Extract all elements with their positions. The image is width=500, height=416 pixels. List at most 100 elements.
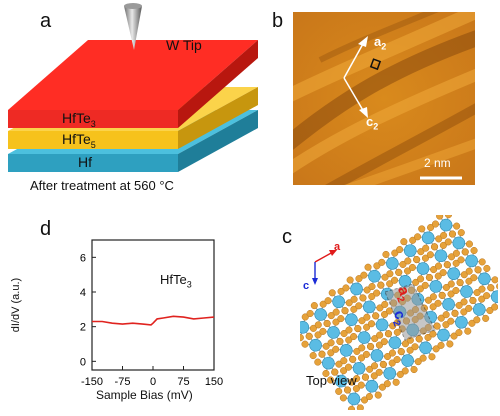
te-atom: [478, 258, 486, 266]
hf-atom: [357, 331, 371, 344]
te-atom: [465, 267, 473, 275]
te-atom: [344, 386, 352, 394]
te-atom: [450, 332, 458, 340]
hf-atom: [465, 254, 478, 268]
te-atom: [344, 363, 353, 371]
label-hfte3: HfTe3: [62, 110, 96, 129]
hf-atom: [345, 313, 358, 326]
hf-atom: [309, 338, 322, 352]
hf-atom: [403, 244, 417, 257]
te-atom: [345, 299, 353, 307]
te-atom: [412, 278, 420, 286]
te-atom: [464, 327, 472, 335]
hf-atom: [332, 295, 345, 309]
te-atom: [373, 289, 381, 297]
te-atom: [354, 325, 362, 333]
te-atom: [401, 340, 410, 348]
te-atom: [415, 335, 423, 343]
hf-atom: [368, 269, 381, 283]
te-atom: [327, 312, 335, 320]
te-atom: [355, 302, 363, 310]
te-atom: [305, 332, 313, 340]
te-atom: [345, 326, 353, 334]
te-atom: [431, 220, 440, 228]
te-atom: [300, 334, 304, 342]
te-atom: [396, 370, 404, 378]
te-atom: [465, 277, 473, 285]
te-atom: [406, 346, 414, 354]
te-atom: [380, 310, 389, 318]
te-atom: [473, 316, 481, 324]
te-atom: [429, 303, 437, 311]
te-atom: [384, 330, 393, 338]
panel-letter-a: a: [40, 10, 52, 32]
hf-atom: [347, 392, 361, 406]
te-atom: [421, 254, 430, 262]
te-atom: [385, 307, 393, 315]
te-atom: [482, 314, 490, 322]
te-atom: [337, 315, 345, 323]
te-atom: [310, 302, 318, 310]
y-tick-label: 4: [80, 287, 86, 299]
te-atom: [375, 341, 383, 349]
te-atom: [363, 323, 371, 331]
te-atom: [386, 280, 394, 288]
x-tick-label: -150: [81, 376, 103, 388]
x-tick-label: -75: [115, 376, 131, 388]
hf-atom: [383, 367, 397, 380]
te-atom: [413, 256, 421, 264]
hf-atom: [334, 374, 348, 388]
te-atom: [469, 296, 477, 305]
te-atom: [465, 304, 473, 312]
te-atom: [451, 309, 459, 317]
te-atom: [434, 272, 442, 280]
hf-atom: [421, 231, 435, 245]
te-atom: [392, 378, 400, 386]
te-atom: [483, 264, 491, 272]
x-tick-label: 150: [205, 376, 223, 388]
hf-atom: [460, 285, 473, 298]
label-hf: Hf: [78, 154, 92, 170]
te-atom: [386, 270, 394, 278]
te-atom: [347, 405, 356, 410]
te-atom: [447, 280, 455, 288]
te-atom: [400, 238, 408, 246]
y-tick-label: 2: [80, 322, 86, 334]
te-atom: [395, 268, 403, 276]
y-axis-label: dI/dV (a.u.): [10, 277, 22, 333]
hf-atom: [437, 328, 450, 342]
te-atom: [323, 319, 331, 328]
y-tick-label: 0: [80, 356, 86, 368]
te-atom: [335, 360, 343, 368]
hf-atom: [350, 282, 363, 296]
te-atom: [378, 258, 386, 266]
hf-atom: [375, 318, 389, 332]
didv-chart: 0 2 4 6 -150 -75 0 75 150: [80, 239, 223, 388]
hf-atom: [429, 280, 443, 293]
te-atom: [340, 357, 348, 365]
scale-bar-label: 2 nm: [424, 156, 451, 170]
te-atom: [388, 359, 396, 367]
te-atom: [429, 293, 437, 301]
chart-frame: [91, 239, 215, 371]
te-atom: [372, 312, 380, 320]
te-atom: [337, 287, 345, 295]
te-atom: [461, 248, 469, 256]
te-atom: [339, 394, 347, 402]
te-atom: [327, 339, 335, 347]
hf-atom: [416, 262, 430, 275]
te-atom: [314, 331, 322, 339]
te-atom: [460, 308, 468, 316]
te-atom: [355, 275, 363, 283]
te-atom: [486, 306, 494, 315]
te-atom: [309, 324, 317, 332]
te-atom: [309, 352, 317, 360]
label-hfte5: HfTe5: [62, 131, 96, 150]
te-atom: [324, 297, 332, 305]
hf-atom: [370, 349, 384, 362]
panel-a-layer-stack: [8, 3, 258, 172]
te-atom: [336, 337, 344, 345]
te-atom: [383, 380, 391, 388]
te-atom: [439, 241, 447, 249]
te-atom: [421, 281, 429, 289]
